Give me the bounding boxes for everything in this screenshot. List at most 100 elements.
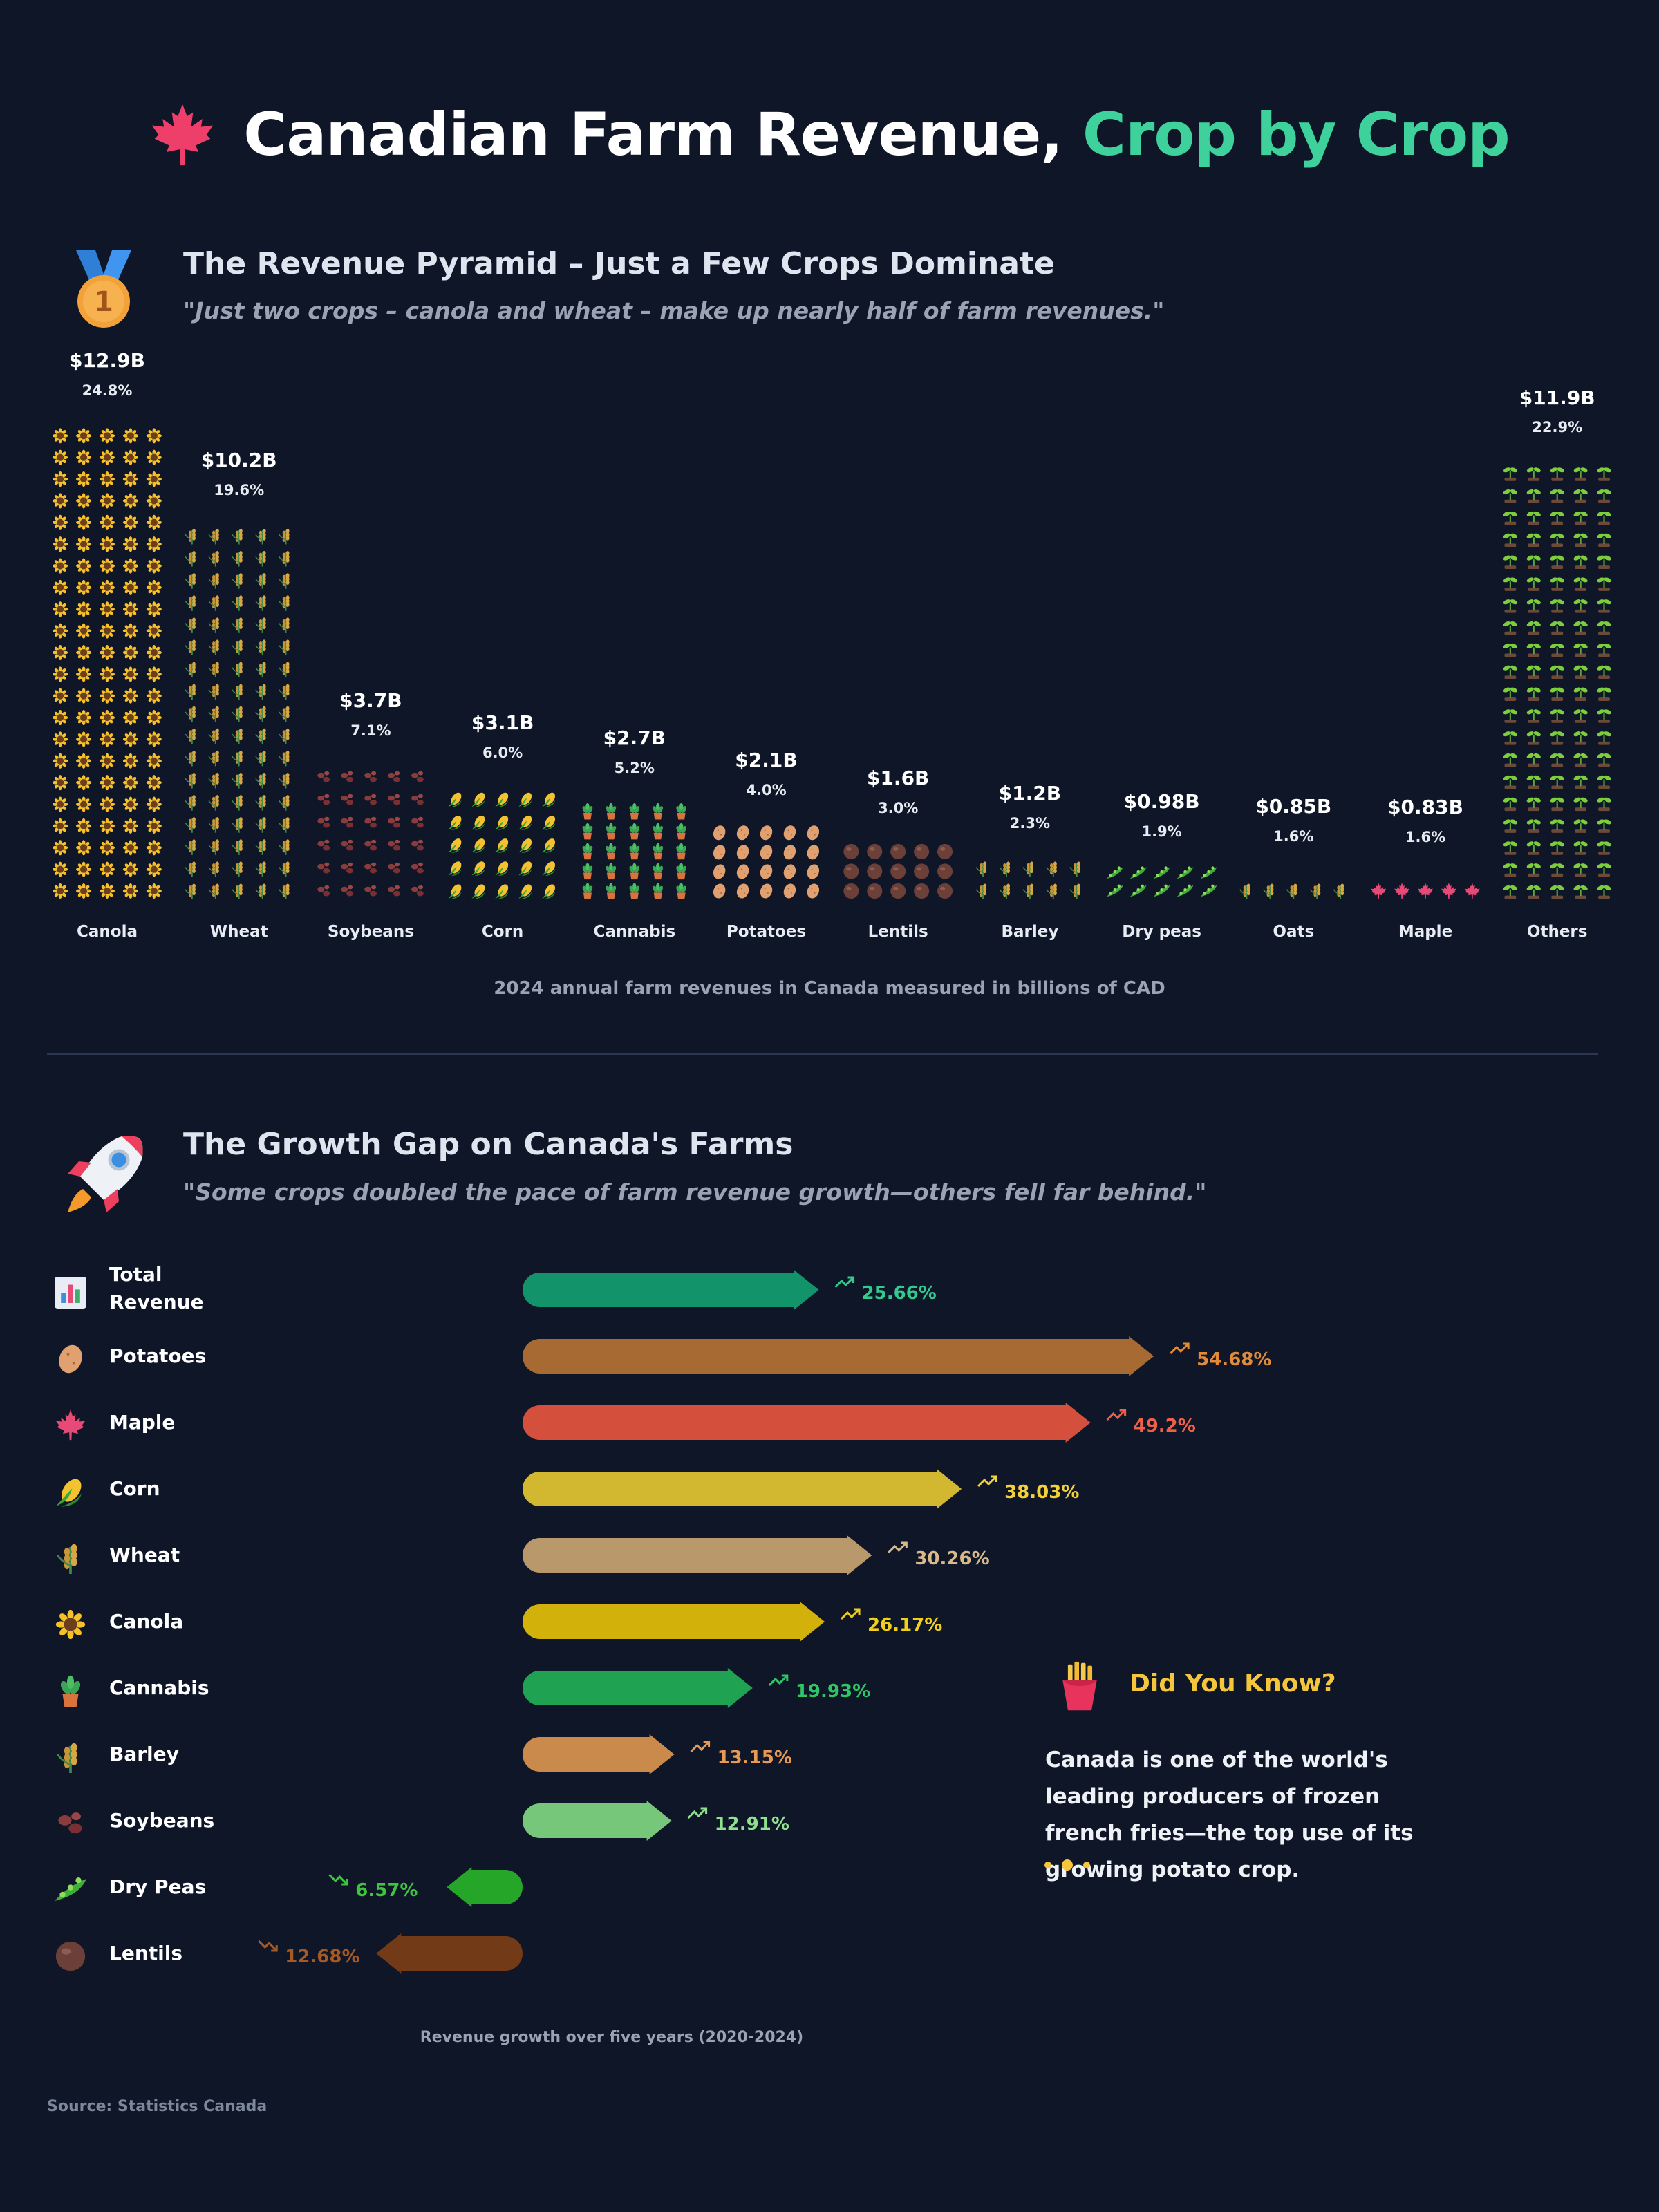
pictograph-icon bbox=[890, 883, 906, 899]
growth-value-label: 12.91% bbox=[714, 1814, 789, 1835]
pictograph-icon bbox=[676, 823, 686, 840]
pictograph-icon bbox=[1503, 577, 1517, 591]
pictograph-icon bbox=[232, 728, 243, 744]
pictograph-icon bbox=[279, 595, 290, 611]
pictograph-icon bbox=[53, 579, 68, 595]
pictograph-icon bbox=[146, 644, 162, 661]
pictograph-icon bbox=[122, 449, 138, 465]
pictograph-icon bbox=[1573, 863, 1588, 877]
pictograph-icon bbox=[1550, 731, 1564, 745]
pictograph-icon bbox=[411, 794, 424, 805]
pictograph-icon bbox=[783, 825, 796, 841]
pictograph-icon bbox=[341, 816, 354, 828]
pictograph-icon bbox=[999, 861, 1011, 877]
pictograph-column-potatoes bbox=[713, 825, 820, 899]
pictograph-icon bbox=[890, 863, 906, 879]
pictograph-icon bbox=[279, 639, 290, 655]
carousel-dots[interactable] bbox=[1042, 1855, 1091, 1876]
pictograph-icon bbox=[232, 595, 243, 611]
pictograph-icon bbox=[1550, 533, 1564, 547]
pictograph-icon bbox=[146, 775, 162, 791]
growth-row-label: Lentils bbox=[109, 1942, 183, 1965]
pictograph-icon bbox=[1526, 753, 1541, 767]
growth-row-label: Total Revenue bbox=[109, 1263, 204, 1313]
pictograph-icon bbox=[76, 601, 92, 617]
pictograph-icon bbox=[279, 551, 290, 567]
trend-up-icon bbox=[687, 1807, 708, 1819]
column-value-label: $3.7B bbox=[339, 689, 402, 713]
pictograph-icon bbox=[76, 579, 92, 595]
lentil-icon bbox=[55, 1941, 86, 1971]
pictograph-icon bbox=[341, 839, 354, 851]
pictograph-icon bbox=[255, 795, 266, 811]
pictograph-icon bbox=[606, 803, 617, 820]
pictograph-icon bbox=[975, 883, 987, 899]
pictograph-icon bbox=[1417, 883, 1434, 899]
pictograph-icon bbox=[99, 493, 115, 509]
growth-value-label: 54.68% bbox=[1197, 1349, 1272, 1370]
pictograph-icon bbox=[471, 792, 485, 807]
pictograph-icon bbox=[99, 514, 115, 530]
pictograph-icon bbox=[1106, 884, 1123, 897]
pictograph-icon bbox=[411, 771, 424, 782]
pictograph-icon bbox=[232, 706, 243, 722]
pictograph-icon bbox=[1597, 467, 1611, 481]
pictograph-icon bbox=[232, 662, 243, 678]
pictograph-icon bbox=[146, 428, 162, 444]
pictograph-column-cannabis bbox=[582, 803, 686, 899]
pictograph-icon bbox=[1597, 797, 1611, 812]
pictograph-icon bbox=[1526, 511, 1541, 525]
carousel-dot[interactable] bbox=[1083, 1862, 1090, 1868]
pictograph-icon bbox=[99, 710, 115, 726]
pictograph-icon bbox=[232, 817, 243, 833]
pictograph-column-corn bbox=[448, 792, 556, 899]
pictograph-icon bbox=[736, 845, 749, 860]
growth-bar-soybeans bbox=[523, 1801, 672, 1841]
pictograph-icon bbox=[1573, 819, 1588, 833]
column-share-label: 7.1% bbox=[350, 722, 391, 740]
pictograph-icon bbox=[1597, 489, 1611, 503]
pyramid-icons bbox=[53, 428, 1611, 899]
pictograph-icon bbox=[1573, 533, 1588, 547]
pictograph-icon bbox=[53, 731, 68, 747]
pictograph-icon bbox=[495, 861, 509, 877]
pictograph-icon bbox=[1503, 753, 1517, 767]
pictograph-icon bbox=[1309, 883, 1321, 899]
pictograph-icon bbox=[1573, 555, 1588, 570]
pictograph-icon bbox=[542, 815, 556, 830]
pictograph-icon bbox=[185, 662, 196, 678]
pictograph-icon bbox=[317, 816, 330, 828]
pictograph-icon bbox=[122, 666, 138, 682]
pictograph-icon bbox=[76, 514, 92, 530]
pictograph-icon bbox=[255, 573, 266, 589]
pictograph-icon bbox=[99, 666, 115, 682]
pictograph-icon bbox=[53, 666, 68, 682]
pictograph-icon bbox=[208, 573, 219, 589]
pictograph-icon bbox=[629, 863, 640, 880]
pictograph-icon bbox=[53, 796, 68, 812]
pictograph-icon bbox=[146, 493, 162, 509]
pictograph-icon bbox=[122, 514, 138, 530]
pictograph-icon bbox=[53, 861, 68, 877]
carousel-dot-active[interactable] bbox=[1062, 1859, 1073, 1871]
pictograph-icon bbox=[279, 706, 290, 722]
pictograph-icon bbox=[122, 775, 138, 791]
pictograph-icon bbox=[185, 883, 196, 899]
pictograph-icon bbox=[1597, 599, 1611, 613]
pictograph-icon bbox=[1503, 533, 1517, 547]
carousel-dot[interactable] bbox=[1044, 1862, 1051, 1868]
pictograph-icon bbox=[1573, 643, 1588, 657]
pictograph-icon bbox=[146, 623, 162, 639]
pictograph-icon bbox=[364, 816, 377, 828]
pictograph-icon bbox=[76, 471, 92, 487]
pictograph-icon bbox=[279, 617, 290, 633]
pictograph-icon bbox=[99, 558, 115, 574]
pictograph-icon bbox=[76, 710, 92, 726]
trend-up-icon bbox=[834, 1276, 855, 1288]
pictograph-icon bbox=[185, 750, 196, 767]
column-value-label: $12.9B bbox=[69, 349, 145, 372]
pictograph-icon bbox=[1503, 863, 1517, 877]
pictograph-icon bbox=[185, 551, 196, 567]
pictograph-icon bbox=[208, 706, 219, 722]
pictograph-icon bbox=[653, 863, 664, 880]
